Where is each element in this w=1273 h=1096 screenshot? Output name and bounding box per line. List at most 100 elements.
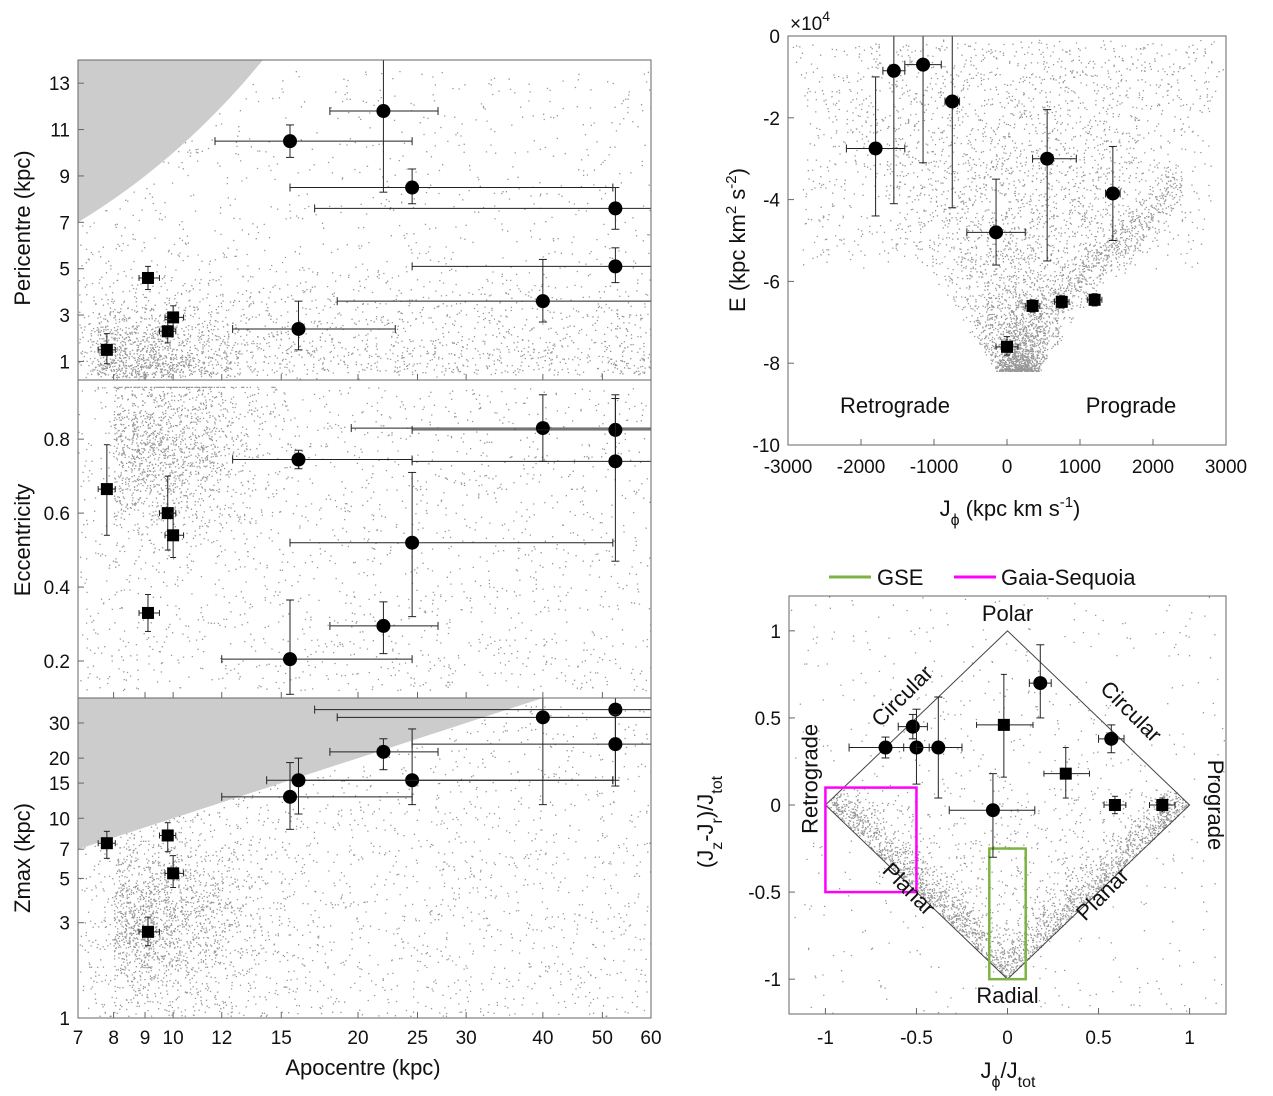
data-point-circle xyxy=(1028,644,1052,719)
data-point-circle xyxy=(221,762,413,830)
square-marker xyxy=(1026,299,1039,312)
y-tick-label: 3 xyxy=(59,306,70,327)
x-tick-label: 8 xyxy=(108,1028,119,1049)
circle-marker xyxy=(916,57,931,72)
x-tick-label: -2000 xyxy=(837,457,886,478)
energy-xlabel: Jϕ (kpc km s-1) xyxy=(940,494,1081,529)
data-point-circle xyxy=(1105,145,1121,241)
eccentricity-ylabel: Eccentricity xyxy=(10,484,35,596)
retrograde-region-label: Retrograde xyxy=(797,724,822,834)
data-point-square xyxy=(97,333,116,365)
data-point-circle xyxy=(411,247,651,284)
circle-marker xyxy=(905,719,920,734)
y-tick-label: 13 xyxy=(49,74,70,95)
data-point-circle xyxy=(948,773,1036,858)
y-tick-label: 3 xyxy=(59,914,70,935)
square-marker xyxy=(167,529,180,542)
square-marker xyxy=(1059,767,1072,780)
circle-marker xyxy=(283,652,298,667)
legend-gse-label: GSE xyxy=(877,565,923,590)
zmax-frame xyxy=(77,697,652,1019)
x-tick-label: 15 xyxy=(271,1028,292,1049)
x-tick-label: 3000 xyxy=(1205,457,1247,478)
circle-marker xyxy=(535,294,550,309)
data-point-circle xyxy=(411,714,651,787)
data-point-square xyxy=(97,444,116,536)
circle-marker xyxy=(985,803,1000,818)
data-point-circle xyxy=(336,258,651,323)
data-point-square xyxy=(158,319,177,344)
y-tick-label: 1 xyxy=(59,1009,70,1030)
x-tick-label: -0.5 xyxy=(900,1028,933,1049)
data-point-circle xyxy=(897,713,928,740)
y-tick-label: 0.8 xyxy=(44,430,70,451)
square-marker xyxy=(1001,340,1013,353)
data-point-square xyxy=(995,336,1019,356)
x-tick-label: -3000 xyxy=(764,457,813,478)
circle-marker xyxy=(1104,731,1119,746)
diamond-ylabel: (Jz-Jr)/Jtot xyxy=(693,775,726,868)
square-marker xyxy=(141,271,154,284)
y-tick-label: -0.5 xyxy=(748,883,781,904)
data-point-square xyxy=(97,830,116,859)
square-marker xyxy=(1055,295,1068,308)
pericentre-ylabel: Pericentre (kpc) xyxy=(10,150,35,305)
square-marker xyxy=(161,325,174,338)
square-marker xyxy=(141,606,154,619)
x-tick-label: 2000 xyxy=(1132,457,1174,478)
circle-marker xyxy=(608,454,623,469)
data-point-circle xyxy=(266,757,614,815)
data-point-circle xyxy=(966,178,1026,266)
plot-area xyxy=(792,36,1224,373)
y-tick-label: 0 xyxy=(770,796,781,817)
data-point-circle xyxy=(314,187,651,230)
x-tick-label: 1000 xyxy=(1059,457,1101,478)
circle-marker xyxy=(608,259,623,274)
data-point-circle xyxy=(915,696,963,799)
data-point-circle xyxy=(845,76,906,217)
y-tick-label: 7 xyxy=(59,840,70,861)
square-marker xyxy=(100,483,113,496)
data-point-square xyxy=(138,916,160,947)
y-tick-label: 11 xyxy=(50,121,70,142)
circle-marker xyxy=(291,452,306,467)
x-tick-label: -1000 xyxy=(910,457,959,478)
data-point-square xyxy=(1086,293,1103,307)
prograde-annotation: Prograde xyxy=(1086,393,1177,418)
data-point-circle xyxy=(904,36,942,164)
data-point-circle xyxy=(232,300,396,351)
y-tick-label: 0.6 xyxy=(44,504,70,525)
y-tick-label: 1 xyxy=(770,622,781,643)
y-tick-label: 0 xyxy=(769,27,780,48)
circle-marker xyxy=(878,740,893,755)
x-tick-label: 1 xyxy=(1184,1028,1195,1049)
x-tick-label: 7 xyxy=(73,1028,84,1049)
circle-marker xyxy=(405,180,420,195)
radial-label: Radial xyxy=(976,983,1038,1008)
data-point-square xyxy=(976,673,1034,778)
circle-marker xyxy=(535,710,550,725)
data-point-square xyxy=(1024,299,1041,313)
square-marker xyxy=(100,837,113,850)
data-point-square xyxy=(1149,797,1176,813)
excluded-region xyxy=(78,60,267,223)
circle-marker xyxy=(989,225,1004,240)
data-point-square xyxy=(164,512,185,558)
y-tick-label: 30 xyxy=(49,714,70,735)
x-tick-label: 50 xyxy=(592,1028,613,1049)
y-tick-label: 20 xyxy=(49,749,70,770)
y-tick-label: 15 xyxy=(49,774,70,795)
x-tick-label: 60 xyxy=(640,1028,661,1049)
diamond-legend: GSE Gaia-Sequoia xyxy=(829,565,1136,590)
circular-left-label: Circular xyxy=(866,660,937,731)
y-tick-label: 0.4 xyxy=(44,578,71,599)
circle-marker xyxy=(868,141,883,156)
circle-marker xyxy=(376,744,391,759)
data-point-circle xyxy=(1032,109,1077,262)
y-tick-label: 10 xyxy=(49,809,70,830)
circle-marker xyxy=(283,789,298,804)
square-marker xyxy=(161,507,174,520)
legend-sequoia-label: Gaia-Sequoia xyxy=(1001,565,1136,590)
eccentricity-panel: 0.2 0.4 0.6 0.8 xyxy=(44,379,652,699)
